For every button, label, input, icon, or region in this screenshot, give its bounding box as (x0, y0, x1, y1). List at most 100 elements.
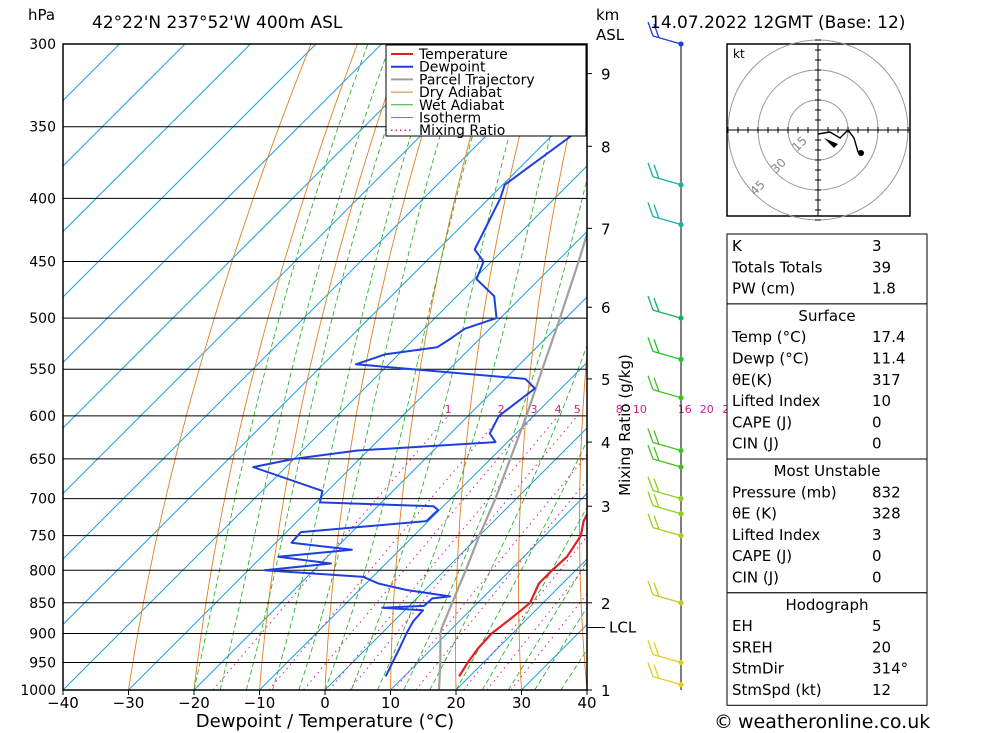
isotherm-line (63, 44, 579, 560)
wind-barb-shape (647, 580, 682, 604)
isotherm-line (63, 44, 317, 298)
mixing-ratio-label: 3 (530, 403, 537, 416)
mixing-ratio-label: 20 (700, 403, 714, 416)
wind-barb-shape (647, 337, 682, 361)
wind-barb-shape (647, 491, 682, 515)
index-label: Pressure (mb) (732, 483, 837, 501)
isotherm-line (63, 99, 587, 626)
hodograph-indices-box (726, 592, 928, 706)
index-value: 5 (872, 617, 882, 635)
pressure-tick-label: 350 (29, 120, 56, 136)
pressure-tick-label: 1000 (20, 683, 56, 699)
index-value: 39 (872, 258, 891, 276)
dewpoint-trace (252, 121, 587, 677)
height-tick-label: 7 (601, 220, 611, 238)
isotherm-line (63, 44, 382, 364)
index-label: SREH (732, 638, 773, 656)
mixing-ratio-axis-title: Mixing Ratio (g/kg) (616, 354, 634, 496)
isotherm-line (63, 44, 120, 102)
wind-barb (647, 580, 682, 604)
wind-barb (647, 337, 682, 361)
wind-barb-shape (647, 295, 682, 319)
index-value: 0 (872, 547, 882, 565)
height-axis: 1 2 3 4 5 6 7 8 9 LCL (587, 66, 637, 700)
dry-adiabat-line (958, 26, 1000, 690)
index-label: Lifted Index (732, 526, 820, 544)
index-value: 0 (872, 569, 882, 587)
mixing-ratio-label: 5 (574, 403, 581, 416)
legend-entry: Parcel Trajectory (419, 72, 535, 88)
pressure-axis: 300 350 400 450 500 550 600 650 700 750 800 850 900 9… (20, 37, 56, 699)
wet-adiabat-line (272, 44, 441, 690)
temperature-axis: −40 −30 −20 −10 0 10 20 30 40 (47, 690, 597, 712)
index-value: 17.4 (872, 328, 905, 346)
index-label: CIN (J) (732, 569, 779, 587)
wind-barb-shape (647, 375, 682, 399)
wind-barb-shape (647, 444, 682, 468)
wind-barb-shape (647, 202, 682, 226)
index-value: 0 (872, 435, 882, 453)
pressure-tick-label: 850 (29, 596, 56, 612)
wet-adiabat-line (429, 344, 587, 690)
mixing-ratio-line (303, 415, 535, 690)
wind-barb (647, 21, 682, 45)
index-label: CAPE (J) (732, 413, 792, 431)
index-label: Dewp (°C) (732, 350, 809, 368)
wind-barb (647, 662, 682, 686)
legend-entry: Temperature (418, 47, 508, 63)
pressure-tick-label: 450 (29, 255, 56, 271)
wet-adiabat-line (193, 44, 369, 690)
wet-adiabat-line (298, 44, 469, 690)
mixing-ratio-label: 16 (678, 403, 692, 416)
temperature-trace (458, 511, 587, 677)
temperature-tick-label: 0 (320, 694, 330, 712)
legend-entry: Isotherm (419, 111, 481, 127)
index-value: 12 (872, 681, 891, 699)
hodograph-end-point (858, 150, 864, 156)
isotherm-line (128, 230, 587, 690)
pressure-tick-label: 750 (29, 529, 56, 545)
wind-barb (647, 428, 682, 452)
wind-barb (647, 295, 682, 319)
wind-barb-shape (647, 21, 682, 45)
wind-barb (647, 162, 682, 186)
most-unstable-indices-title: Most Unstable (774, 462, 881, 480)
dry-adiabat-line (518, 52, 587, 690)
hodograph-unit: kt (733, 47, 745, 61)
isotherm-line (259, 361, 587, 690)
wind-barb-shape (647, 476, 682, 500)
index-label: Temp (°C) (731, 328, 806, 346)
site-name: weatheronline.co.uk (738, 711, 930, 733)
dry-adiabat-line (324, 44, 451, 690)
height-unit-label: km (596, 6, 619, 24)
lcl-label: LCL (609, 618, 637, 636)
profile-traces (252, 121, 587, 690)
parcel-trajectory-trace (437, 230, 587, 690)
index-label: CAPE (J) (732, 547, 792, 565)
index-value: 0 (872, 413, 882, 431)
wind-barb-shape (647, 640, 682, 664)
isotherm-line (63, 44, 186, 167)
mixing-ratio-line (349, 415, 578, 690)
pressure-tick-label: 950 (29, 655, 56, 671)
index-label: PW (cm) (732, 280, 795, 298)
index-value: 832 (872, 483, 901, 501)
index-value: 1.8 (872, 280, 896, 298)
basic-indices-box (726, 233, 928, 305)
wind-profile (647, 21, 684, 690)
wind-barb-shape (647, 162, 682, 186)
index-value: 3 (872, 237, 882, 255)
index-label: θE (K) (732, 505, 777, 523)
indices-table: K 3 Totals Totals 39 PW (cm) 1.8 Surface Temp (… (726, 233, 928, 706)
index-value: 10 (872, 392, 891, 410)
wind-barb-shape (647, 662, 682, 686)
wind-barb (647, 202, 682, 226)
temperature-tick-label: −10 (244, 694, 276, 712)
legend-entry: Mixing Ratio (419, 123, 505, 139)
hodograph-indices-title: Hodograph (785, 596, 868, 614)
index-label: Lifted Index (732, 392, 820, 410)
mixing-ratio-label: 4 (555, 403, 562, 416)
wet-adiabat-line (455, 439, 587, 690)
pressure-tick-label: 300 (29, 37, 56, 53)
